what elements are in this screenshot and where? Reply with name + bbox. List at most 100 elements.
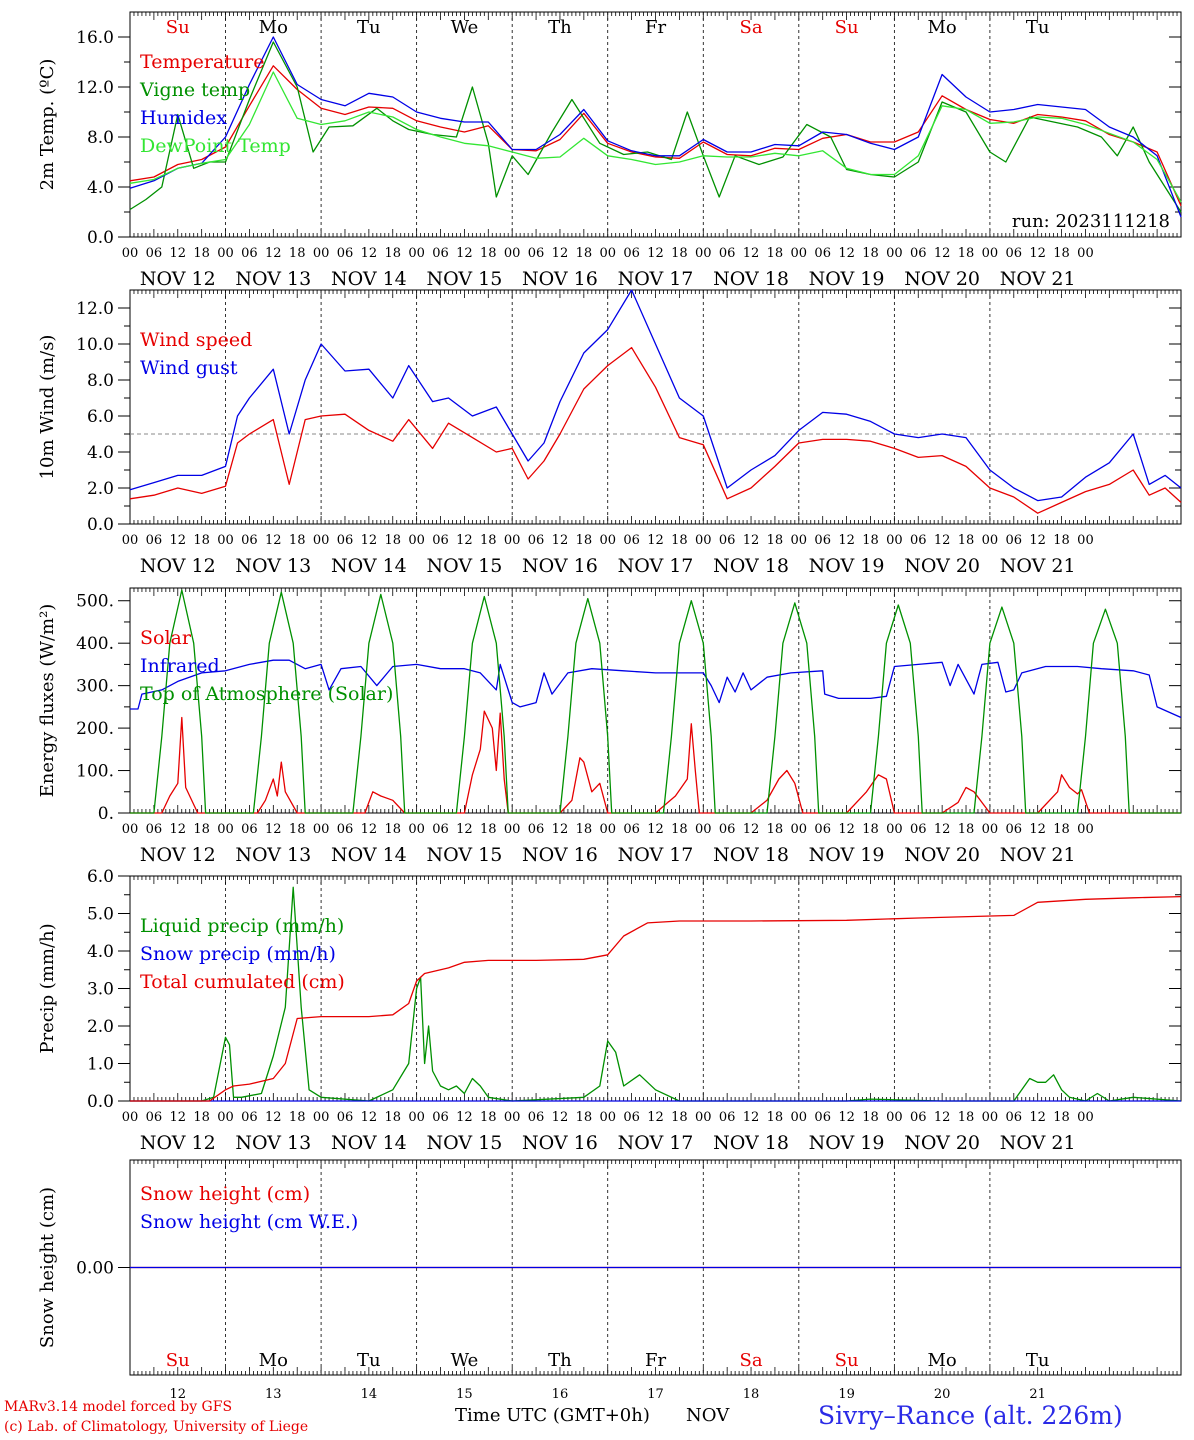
x-hour-label: 12 bbox=[361, 533, 378, 548]
weekday-label: Mo bbox=[259, 1350, 288, 1371]
legend-entry: Wind gust bbox=[140, 357, 238, 379]
y-tick-label: 6.0 bbox=[87, 407, 114, 427]
x-date-label: NOV 12 bbox=[140, 555, 216, 577]
x-hour-label: 18 bbox=[767, 246, 784, 261]
x-hour-label: 06 bbox=[910, 246, 927, 261]
x-hour-label: 06 bbox=[910, 1110, 927, 1125]
x-hour-label: 12 bbox=[361, 1110, 378, 1125]
x-hour-label: 00 bbox=[313, 533, 330, 548]
x-hour-label: 12 bbox=[838, 1110, 855, 1125]
x-hour-label: 12 bbox=[169, 533, 186, 548]
y-tick-label: 8.0 bbox=[87, 371, 114, 391]
x-hour-label: 00 bbox=[217, 822, 234, 837]
y-tick-label: 100. bbox=[76, 762, 114, 782]
x-hour-label: 06 bbox=[432, 1110, 449, 1125]
x-hour-label: 18 bbox=[193, 1110, 210, 1125]
legend-entry: Top of Atmosphere (Solar) bbox=[140, 683, 393, 705]
x-hour-label: 12 bbox=[838, 822, 855, 837]
lab-credit: (c) Lab. of Climatology, University of L… bbox=[4, 1419, 309, 1435]
x-hour-label: 00 bbox=[313, 822, 330, 837]
series-line-wind-speed bbox=[129, 346, 1182, 514]
x-hour-label: 06 bbox=[814, 822, 831, 837]
weekday-label: Su bbox=[166, 1350, 190, 1371]
x-hour-label: 18 bbox=[480, 1110, 497, 1125]
x-hour-label: 18 bbox=[862, 1110, 879, 1125]
x-hour-label: 00 bbox=[408, 822, 425, 837]
x-hour-label: 12 bbox=[838, 533, 855, 548]
weekday-label: Mo bbox=[259, 17, 288, 38]
x-hour-label: 00 bbox=[1077, 246, 1094, 261]
x-hour-label: 00 bbox=[982, 822, 999, 837]
x-hour-label: 06 bbox=[528, 1110, 545, 1125]
x-hour-label: 12 bbox=[265, 1110, 282, 1125]
x-hour-label: 06 bbox=[1006, 822, 1023, 837]
y-tick-label: 400. bbox=[76, 634, 114, 654]
y-tick-label: 16.0 bbox=[76, 28, 114, 48]
x-hour-label: 12 bbox=[456, 822, 473, 837]
x-hour-label: 06 bbox=[241, 1110, 258, 1125]
x-hour-label: 06 bbox=[623, 822, 640, 837]
x-hour-label: 00 bbox=[217, 246, 234, 261]
x-hour-label: 06 bbox=[623, 246, 640, 261]
x-hour-label: 18 bbox=[384, 533, 401, 548]
panel-snow: 0.00 Snow height (cm) Snow height (cm) Snow… bbox=[37, 1159, 1182, 1402]
x-axis-month: NOV bbox=[686, 1405, 730, 1426]
x-hour-label: 00 bbox=[982, 533, 999, 548]
x-hour-label: 18 bbox=[576, 822, 593, 837]
x-hour-label: 00 bbox=[982, 246, 999, 261]
x-hour-label: 18 bbox=[193, 533, 210, 548]
x-hour-label: 12 bbox=[265, 533, 282, 548]
x-hour-label: 00 bbox=[886, 246, 903, 261]
x-hour-label: 06 bbox=[146, 246, 163, 261]
x-hour-label: 18 bbox=[384, 822, 401, 837]
y-axis-label: Energy fluxes (W/m²) bbox=[37, 604, 58, 798]
y-tick-label: 2.0 bbox=[87, 479, 114, 499]
x-hour-label: 18 bbox=[480, 822, 497, 837]
x-date-label: NOV 17 bbox=[618, 268, 694, 290]
x-hour-label: 12 bbox=[934, 533, 951, 548]
weekday-label: Sa bbox=[740, 1350, 763, 1371]
weekday-label: Th bbox=[548, 17, 572, 38]
x-date-label: NOV 15 bbox=[427, 1132, 503, 1154]
weekday-label: Th bbox=[548, 1350, 572, 1371]
x-date-label: NOV 16 bbox=[522, 555, 598, 577]
weekday-label: Su bbox=[835, 17, 859, 38]
legend-entry: Temperature bbox=[140, 51, 264, 73]
legend-entry: Snow height (cm) bbox=[140, 1183, 310, 1205]
legend-entry: DewPoint Temp bbox=[140, 135, 291, 157]
x-hour-label: 18 bbox=[576, 533, 593, 548]
x-hour-label: 18 bbox=[289, 533, 306, 548]
x-hour-label: 12 bbox=[361, 822, 378, 837]
x-hour-label: 12 bbox=[1029, 822, 1046, 837]
x-hour-label: 18 bbox=[767, 822, 784, 837]
x-hour-label: 18 bbox=[671, 246, 688, 261]
y-tick-label: 1.0 bbox=[87, 1055, 114, 1075]
x-hour-label: 06 bbox=[337, 533, 354, 548]
x-hour-label: 06 bbox=[528, 822, 545, 837]
panel-precip: 0.0 1.0 2.0 3.0 4.0 5.0 6.0 Precip (mm/h) Liquid… bbox=[37, 867, 1182, 1154]
x-hour-label: 06 bbox=[528, 533, 545, 548]
y-axis-label: 2m Temp. (ºC) bbox=[37, 59, 58, 191]
x-hour-label: 00 bbox=[122, 1110, 139, 1125]
x-hour-label: 00 bbox=[1077, 822, 1094, 837]
x-hour-label: 06 bbox=[337, 822, 354, 837]
x-hour-label: 12 bbox=[647, 822, 664, 837]
weekday-label: Su bbox=[835, 1350, 859, 1371]
x-hour-label: 00 bbox=[217, 533, 234, 548]
series-line-wind-gust bbox=[129, 289, 1182, 502]
x-date-label: NOV 21 bbox=[1000, 844, 1076, 866]
x-hour-label: 06 bbox=[623, 1110, 640, 1125]
run-annotation: run: 2023111218 bbox=[1012, 211, 1170, 232]
x-hour-label: 06 bbox=[241, 822, 258, 837]
y-tick-label: 300. bbox=[76, 677, 114, 697]
x-hour-label: 12 bbox=[1029, 533, 1046, 548]
x-hour-label: 12 bbox=[456, 1110, 473, 1125]
weekday-label: Tu bbox=[1026, 1350, 1050, 1371]
x-date-label: NOV 13 bbox=[235, 555, 311, 577]
panel-temp: 0.0 4.0 8.0 12.0 16.0 2m Temp. (ºC) Temperatur… bbox=[37, 11, 1182, 290]
x-date-label: NOV 17 bbox=[618, 844, 694, 866]
x-date-label: NOV 20 bbox=[904, 844, 980, 866]
x-hour-label: 18 bbox=[480, 533, 497, 548]
x-hour-label: 06 bbox=[241, 246, 258, 261]
